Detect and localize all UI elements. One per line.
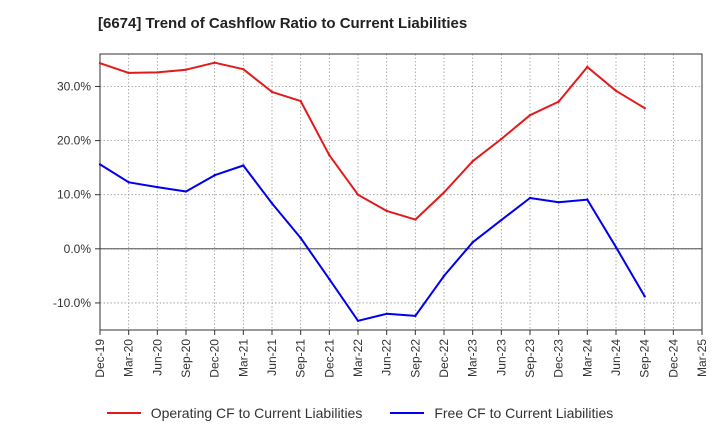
data-point-operating-cf	[643, 106, 646, 110]
x-tick-label: Mar-22	[351, 339, 365, 377]
x-tick-label: Mar-25	[695, 339, 709, 377]
x-tick-label: Dec-19	[93, 339, 107, 378]
data-point-free-cf	[557, 201, 560, 204]
data-point-operating-cf	[385, 209, 388, 213]
chart-legend: Operating CF to Current Liabilities Free…	[0, 405, 720, 421]
x-tick-label: Sep-22	[408, 339, 422, 378]
x-tick-label: Sep-21	[294, 339, 308, 378]
x-tick-label: Dec-20	[208, 339, 222, 378]
x-tick-label: Sep-23	[523, 339, 537, 378]
x-tick-label: Jun-23	[494, 339, 508, 376]
data-point-free-cf	[299, 236, 302, 240]
data-point-free-cf	[442, 274, 446, 278]
data-point-free-cf	[356, 319, 360, 322]
data-point-free-cf	[500, 218, 503, 222]
data-point-operating-cf	[442, 191, 446, 194]
data-point-operating-cf	[614, 89, 618, 93]
legend-item-operating-cf: Operating CF to Current Liabilities	[106, 405, 363, 421]
x-tick-label: Dec-22	[437, 339, 451, 378]
data-point-free-cf	[586, 198, 589, 201]
y-tick-label: 20.0%	[57, 134, 91, 148]
legend-label-operating-cf: Operating CF to Current Liabilities	[150, 405, 363, 421]
data-point-operating-cf	[242, 67, 245, 71]
data-point-operating-cf	[270, 90, 274, 94]
x-tick-label: Sep-24	[638, 339, 652, 378]
data-point-free-cf	[614, 246, 618, 249]
x-tick-label: Mar-23	[466, 339, 480, 377]
legend-item-free-cf: Free CF to Current Liabilities	[390, 405, 613, 421]
data-point-operating-cf	[471, 159, 474, 163]
x-tick-label: Mar-21	[236, 339, 250, 377]
data-point-operating-cf	[414, 218, 417, 221]
data-point-operating-cf	[500, 137, 503, 141]
x-tick-label: Dec-24	[666, 339, 680, 378]
data-point-operating-cf	[528, 113, 532, 117]
legend-swatch-operating-cf	[106, 412, 141, 414]
data-point-operating-cf	[213, 61, 216, 64]
data-point-operating-cf	[586, 65, 589, 69]
x-tick-label: Dec-23	[552, 339, 566, 378]
data-point-operating-cf	[98, 62, 102, 65]
x-tick-label: Jun-22	[380, 339, 394, 376]
plot-frame	[99, 53, 703, 331]
x-tick-label: Jun-20	[150, 339, 164, 376]
data-point-operating-cf	[356, 193, 360, 196]
data-point-operating-cf	[328, 154, 331, 157]
y-tick-label: 30.0%	[57, 79, 91, 93]
x-tick-label: Jun-24	[609, 339, 623, 376]
legend-label-free-cf: Free CF to Current Liabilities	[434, 405, 614, 421]
data-point-free-cf	[385, 312, 388, 315]
legend-swatch-free-cf	[390, 412, 425, 414]
y-tick-label: 0.0%	[64, 242, 92, 256]
chart-title: [6674] Trend of Cashflow Ratio to Curren…	[98, 15, 468, 32]
y-tick-label: 10.0%	[57, 188, 91, 202]
data-point-free-cf	[156, 185, 159, 189]
data-point-free-cf	[471, 241, 474, 244]
data-point-operating-cf	[557, 100, 560, 103]
data-point-operating-cf	[127, 71, 130, 75]
data-point-operating-cf	[184, 68, 188, 71]
x-tick-label: Jun-21	[265, 339, 279, 376]
data-point-free-cf	[242, 164, 245, 167]
series-line-operating-cf	[99, 61, 646, 221]
y-tick-label: -10.0%	[53, 296, 91, 310]
data-point-free-cf	[184, 190, 188, 193]
data-point-free-cf	[414, 314, 417, 318]
data-point-free-cf	[98, 163, 102, 166]
data-point-free-cf	[528, 196, 532, 200]
x-tick-label: Mar-20	[122, 339, 136, 377]
data-point-free-cf	[127, 181, 130, 184]
data-point-free-cf	[213, 174, 216, 177]
series-line-free-cf	[99, 163, 646, 322]
data-point-operating-cf	[156, 71, 159, 74]
x-tick-label: Sep-20	[179, 339, 193, 378]
data-point-free-cf	[270, 202, 274, 205]
data-point-operating-cf	[299, 99, 302, 103]
data-point-free-cf	[328, 277, 331, 281]
data-point-free-cf	[643, 295, 646, 298]
x-tick-label: Dec-21	[322, 339, 336, 378]
x-tick-label: Mar-24	[580, 339, 594, 377]
